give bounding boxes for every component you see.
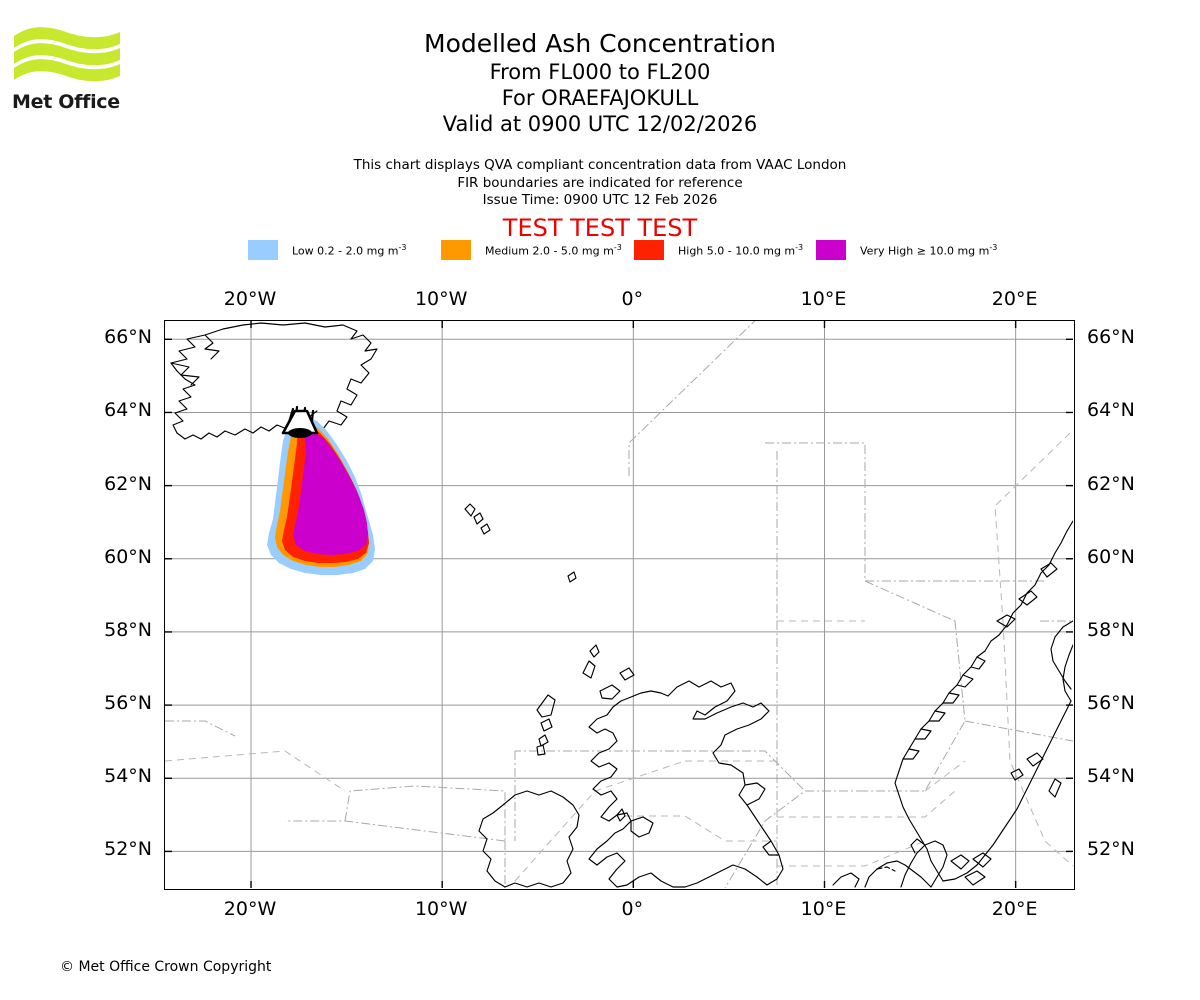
- lat-label-left-56: 56°N: [104, 692, 152, 715]
- fir-boundaries: [165, 321, 1073, 888]
- met-office-wave-mark: [14, 27, 120, 82]
- lon-label-bottom--10: 10°W: [414, 898, 468, 920]
- chart-info-block: This chart displays QVA compliant concen…: [0, 157, 1200, 210]
- title-volcano-name: For ORAEFAJOKULL: [501, 86, 699, 110]
- legend-swatch-0: [248, 240, 278, 260]
- fir-boundaries-dashed: [165, 432, 1073, 882]
- title-valid-time: Valid at 0900 UTC 12/02/2026: [442, 112, 758, 136]
- chart-title-block: Modelled Ash Concentration From FL000 to…: [0, 28, 1200, 137]
- lat-label-right-56: 56°N: [1087, 692, 1135, 715]
- lat-label-right-52: 52°N: [1087, 838, 1135, 861]
- title-flight-levels: From FL000 to FL200: [489, 60, 711, 84]
- legend-item-medium: Medium 2.0 - 5.0 mg m-3: [441, 240, 622, 260]
- copyright-notice: © Met Office Crown Copyright: [60, 959, 272, 975]
- page-title: Modelled Ash Concentration: [424, 29, 776, 58]
- plume-contour-very-high: [293, 430, 368, 555]
- legend-label-2: High 5.0 - 10.0 mg m-3: [678, 242, 804, 258]
- lon-label-bottom-20: 20°E: [991, 898, 1038, 920]
- map-plot-area[interactable]: [164, 320, 1075, 890]
- map-gridlines: [165, 321, 1073, 888]
- lon-label-top--20: 20°W: [223, 288, 277, 310]
- legend-swatch-3: [816, 240, 846, 260]
- legend-label-1: Medium 2.0 - 5.0 mg m-3: [485, 242, 622, 258]
- lat-label-left-64: 64°N: [104, 399, 152, 422]
- volcano-symbol: [281, 405, 319, 438]
- map-canvas: [165, 321, 1073, 888]
- lat-label-right-58: 58°N: [1087, 618, 1135, 641]
- legend-swatch-2: [634, 240, 664, 260]
- lon-label-top-0: 0°: [621, 288, 644, 310]
- legend-item-low: Low 0.2 - 2.0 mg m-3: [248, 240, 407, 260]
- info-qva-statement: This chart displays QVA compliant concen…: [353, 157, 847, 173]
- lat-label-right-62: 62°N: [1087, 472, 1135, 495]
- lon-label-bottom--20: 20°W: [223, 898, 277, 920]
- info-fir-statement: FIR boundaries are indicated for referen…: [457, 174, 743, 191]
- legend-label-0: Low 0.2 - 2.0 mg m-3: [292, 242, 407, 258]
- lat-label-left-52: 52°N: [104, 838, 152, 861]
- info-issue-time: Issue Time: 0900 UTC 12 Feb 2026: [482, 192, 718, 208]
- lat-label-left-54: 54°N: [104, 765, 152, 788]
- lat-label-left-60: 60°N: [104, 545, 152, 568]
- lat-label-left-66: 66°N: [104, 326, 152, 349]
- lon-label-bottom-10: 10°E: [800, 898, 847, 920]
- lon-label-top-10: 10°E: [800, 288, 847, 310]
- lat-label-left-58: 58°N: [104, 618, 152, 641]
- met-office-wordmark: Met Office: [12, 91, 120, 113]
- lon-label-top-20: 20°E: [991, 288, 1038, 310]
- lat-label-right-60: 60°N: [1087, 545, 1135, 568]
- lon-label-bottom-0: 0°: [621, 898, 644, 920]
- axis-ticks: [165, 321, 1073, 888]
- legend-swatch-1: [441, 240, 471, 260]
- lat-label-right-64: 64°N: [1087, 399, 1135, 422]
- lat-label-right-54: 54°N: [1087, 765, 1135, 788]
- lon-label-top--10: 10°W: [414, 288, 468, 310]
- ash-plume-contours: [267, 417, 375, 575]
- coastlines: [170, 322, 1073, 888]
- concentration-legend: Low 0.2 - 2.0 mg m-3 Medium 2.0 - 5.0 mg …: [248, 240, 997, 260]
- legend-item-high: High 5.0 - 10.0 mg m-3: [634, 240, 803, 260]
- legend-item-very-high: Very High ≥ 10.0 mg m-3: [816, 240, 997, 260]
- lat-label-right-66: 66°N: [1087, 326, 1135, 349]
- lat-label-left-62: 62°N: [104, 472, 152, 495]
- legend-label-3: Very High ≥ 10.0 mg m-3: [860, 242, 998, 258]
- met-office-logo: Met Office: [12, 26, 122, 114]
- test-banner: TEST TEST TEST: [502, 214, 698, 242]
